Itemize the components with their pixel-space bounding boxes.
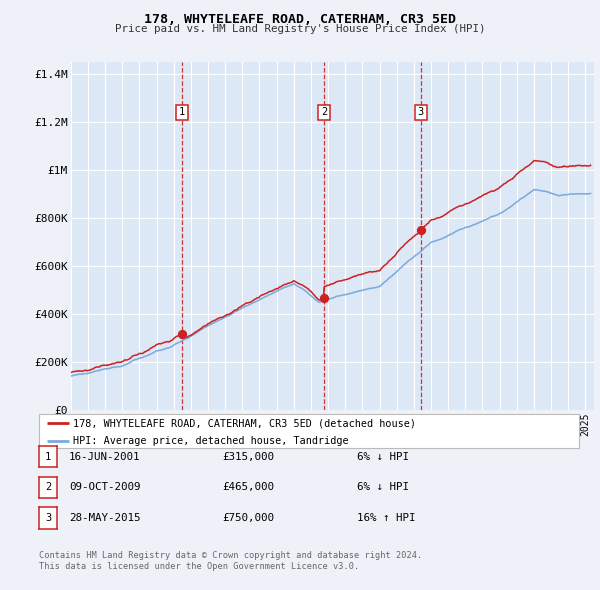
Text: 16% ↑ HPI: 16% ↑ HPI [357,513,415,523]
Text: 1: 1 [45,452,51,461]
Text: 16-JUN-2001: 16-JUN-2001 [69,452,140,461]
Text: 6% ↓ HPI: 6% ↓ HPI [357,483,409,492]
Text: This data is licensed under the Open Government Licence v3.0.: This data is licensed under the Open Gov… [39,562,359,571]
Text: 28-MAY-2015: 28-MAY-2015 [69,513,140,523]
Text: 178, WHYTELEAFE ROAD, CATERHAM, CR3 5ED: 178, WHYTELEAFE ROAD, CATERHAM, CR3 5ED [144,13,456,26]
Text: 3: 3 [418,107,424,117]
Text: Contains HM Land Registry data © Crown copyright and database right 2024.: Contains HM Land Registry data © Crown c… [39,551,422,560]
Text: HPI: Average price, detached house, Tandridge: HPI: Average price, detached house, Tand… [73,436,349,446]
Text: 6% ↓ HPI: 6% ↓ HPI [357,452,409,461]
Text: £750,000: £750,000 [222,513,274,523]
Text: 2: 2 [321,107,327,117]
Text: 3: 3 [45,513,51,523]
Point [177,330,187,339]
Text: 178, WHYTELEAFE ROAD, CATERHAM, CR3 5ED (detached house): 178, WHYTELEAFE ROAD, CATERHAM, CR3 5ED … [73,418,416,428]
Text: 2: 2 [45,483,51,492]
Text: 09-OCT-2009: 09-OCT-2009 [69,483,140,492]
Text: 1: 1 [178,107,185,117]
Point [416,225,426,235]
Text: £465,000: £465,000 [222,483,274,492]
Text: £315,000: £315,000 [222,452,274,461]
Point [319,294,329,303]
Text: Price paid vs. HM Land Registry's House Price Index (HPI): Price paid vs. HM Land Registry's House … [115,24,485,34]
